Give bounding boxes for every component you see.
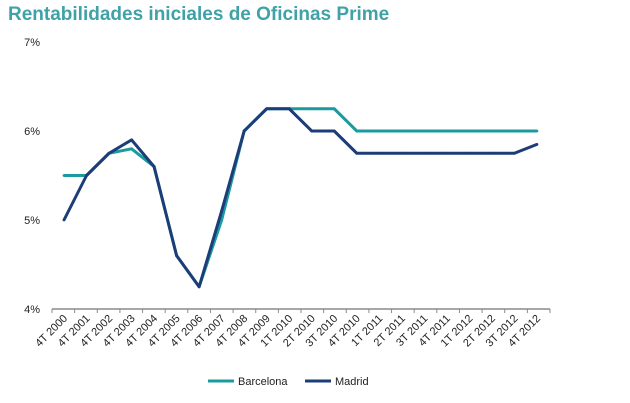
y-tick-label: 7% [24,37,40,49]
series-line-barcelona [64,107,537,289]
data-point-madrid [310,129,314,133]
data-point-madrid [400,151,404,155]
data-point-madrid [130,138,133,142]
data-point-madrid [287,107,291,111]
legend-label-barcelona: Barcelona [238,376,288,388]
y-tick-label: 6% [24,126,40,138]
data-point-madrid [85,174,88,177]
data-point-madrid [355,151,359,155]
data-point-barcelona [332,107,336,111]
data-point-barcelona [62,174,66,177]
data-point-barcelona [355,129,359,133]
data-point-barcelona [422,129,426,133]
data-point-madrid [513,151,516,155]
data-point-madrid [535,142,539,146]
data-point-madrid [265,107,269,111]
data-point-barcelona [513,129,516,133]
legend-label-madrid: Madrid [335,376,369,388]
data-point-madrid [242,129,246,133]
data-point-barcelona [445,129,449,133]
data-point-madrid [220,209,224,213]
y-tick-label: 4% [24,304,40,316]
data-point-madrid [377,151,381,155]
data-point-barcelona [490,129,494,133]
data-point-madrid [467,151,471,155]
data-point-madrid [152,165,156,169]
data-point-barcelona [310,107,314,111]
chart-title: Rentabilidades iniciales de Oficinas Pri… [8,4,390,25]
data-point-madrid [175,254,179,257]
data-point-madrid [422,151,426,155]
data-point-madrid [490,151,494,155]
data-point-madrid [62,218,66,222]
data-point-madrid [445,151,449,155]
data-point-barcelona [467,129,471,133]
data-point-madrid [332,129,336,133]
series-line-madrid [62,107,538,289]
data-point-barcelona [377,129,381,133]
data-point-barcelona [130,147,133,151]
y-tick-label: 5% [24,215,40,227]
data-point-barcelona [220,218,224,222]
data-point-barcelona [400,129,404,133]
data-point-madrid [197,285,201,289]
data-point-barcelona [535,129,539,133]
data-point-madrid [107,151,111,155]
